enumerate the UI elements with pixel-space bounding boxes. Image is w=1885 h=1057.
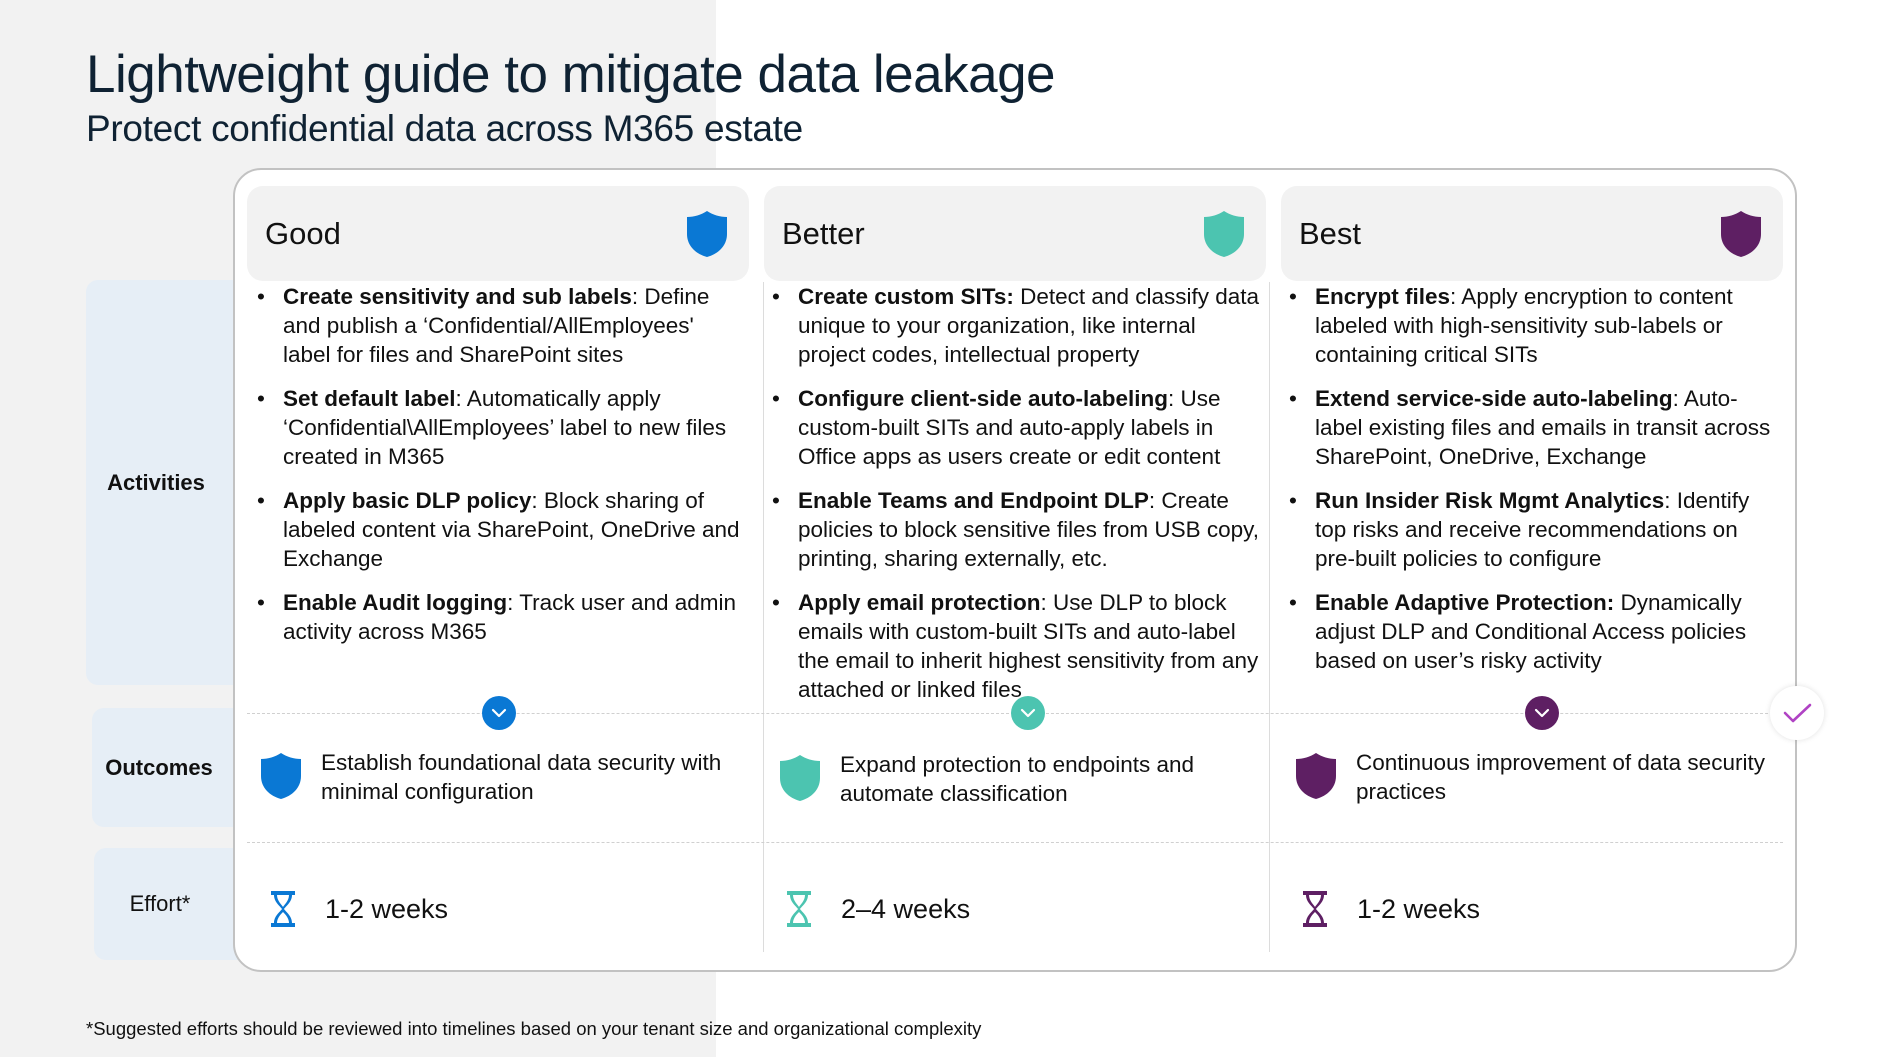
chevron-down-icon — [1011, 696, 1045, 730]
row-label-outcomes: Outcomes — [92, 708, 256, 827]
column-header-best: Best — [1281, 186, 1783, 281]
row-label-outcomes-text: Outcomes — [105, 754, 213, 780]
page-title: Lightweight guide to mitigate data leaka… — [86, 45, 1056, 104]
outcome-text: Continuous improvement of data security … — [1356, 750, 1765, 804]
activity-item: Set default label: Automatically apply ‘… — [247, 384, 747, 471]
shield-icon — [780, 755, 820, 801]
activities-list-better: Create custom SITs: Detect and classify … — [762, 282, 1267, 719]
shield-icon — [261, 753, 301, 799]
activity-item: Create sensitivity and sub labels: Defin… — [247, 282, 747, 369]
activities-list-good: Create sensitivity and sub labels: Defin… — [247, 282, 747, 661]
page-subtitle: Protect confidential data across M365 es… — [86, 108, 803, 149]
row-label-activities: Activities — [86, 280, 256, 685]
activity-item: Apply basic DLP policy: Block sharing of… — [247, 486, 747, 573]
activities-list-best: Encrypt files: Apply encryption to conte… — [1279, 282, 1779, 690]
chevron-down-icon — [482, 696, 516, 730]
activity-item: Run Insider Risk Mgmt Analytics: Identif… — [1279, 486, 1779, 573]
activity-item: Extend service-side auto-labeling: Auto-… — [1279, 384, 1779, 471]
activity-item: Enable Audit logging: Track user and adm… — [247, 588, 747, 646]
hourglass-icon — [787, 891, 811, 927]
shield-icon — [1721, 210, 1761, 257]
shield-icon — [687, 210, 727, 257]
chevron-down-icon — [1525, 696, 1559, 730]
outcome-text: Establish foundational data security wit… — [321, 750, 722, 804]
column-header-good: Good — [247, 186, 749, 281]
row-separator — [247, 842, 1783, 843]
hourglass-icon — [271, 891, 295, 927]
hourglass-icon — [1303, 891, 1327, 927]
activity-item: Configure client-side auto-labeling: Use… — [762, 384, 1267, 471]
outcome-better: Expand protection to endpoints and autom… — [778, 750, 1258, 808]
effort-better: 2–4 weeks — [785, 890, 970, 928]
effort-text: 1-2 weeks — [325, 893, 449, 924]
outcome-best: Continuous improvement of data security … — [1294, 748, 1774, 806]
outcome-text: Expand protection to endpoints and autom… — [840, 752, 1195, 806]
footnote: *Suggested efforts should be reviewed in… — [86, 1018, 982, 1039]
shield-icon — [1204, 210, 1244, 257]
column-header-label: Best — [1299, 215, 1362, 251]
activity-item: Apply email protection: Use DLP to block… — [762, 588, 1267, 704]
effort-good: 1-2 weeks — [269, 890, 448, 928]
effort-text: 2–4 weeks — [841, 893, 971, 924]
outcome-good: Establish foundational data security wit… — [259, 748, 739, 806]
row-label-effort-text: Effort* — [129, 891, 191, 916]
column-header-label: Better — [782, 215, 865, 251]
column-divider — [1269, 282, 1270, 952]
column-header-better: Better — [764, 186, 1266, 281]
shield-icon — [1296, 753, 1336, 799]
column-header-label: Good — [265, 215, 341, 251]
activity-item: Encrypt files: Apply encryption to conte… — [1279, 282, 1779, 369]
activity-item: Enable Adaptive Protection: Dynamically … — [1279, 588, 1779, 675]
maturity-card: Good Better Best Create sensitivity and … — [233, 168, 1824, 972]
activity-item: Enable Teams and Endpoint DLP: Create po… — [762, 486, 1267, 573]
row-label-activities-text: Activities — [107, 469, 205, 495]
checkmark-icon — [1770, 686, 1824, 740]
row-label-effort: Effort* — [94, 848, 256, 960]
effort-best: 1-2 weeks — [1301, 890, 1480, 928]
activity-item: Create custom SITs: Detect and classify … — [762, 282, 1267, 369]
effort-text: 1-2 weeks — [1357, 893, 1481, 924]
